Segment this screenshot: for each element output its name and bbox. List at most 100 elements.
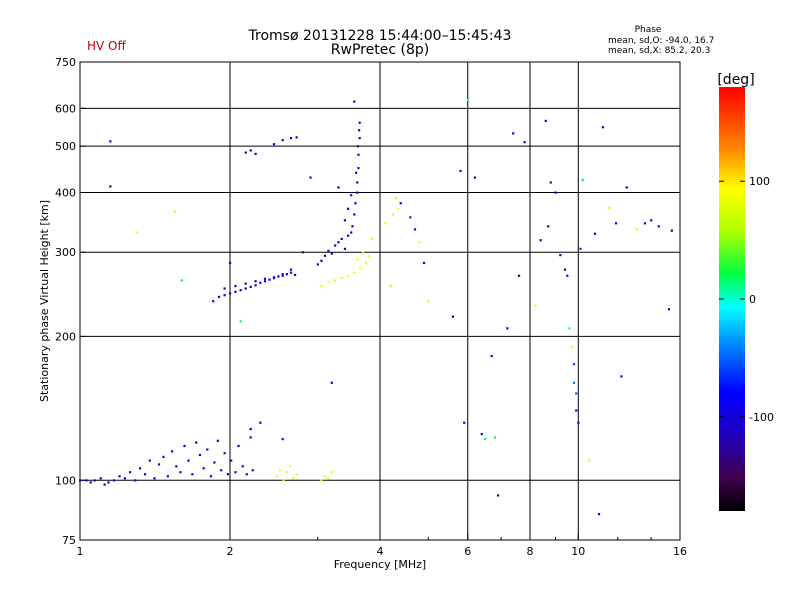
y-tick-label: 300 xyxy=(55,246,76,259)
data-point xyxy=(397,207,400,210)
data-point xyxy=(320,479,323,482)
data-point xyxy=(249,436,252,439)
data-point xyxy=(166,475,169,478)
data-point xyxy=(234,290,237,293)
data-point xyxy=(180,279,183,282)
data-point xyxy=(330,471,333,474)
data-point xyxy=(480,432,483,436)
data-point xyxy=(512,132,515,135)
data-point xyxy=(293,273,297,277)
data-point xyxy=(118,475,121,478)
data-point xyxy=(554,191,557,194)
data-point xyxy=(289,268,293,271)
data-point xyxy=(670,229,673,232)
data-point xyxy=(563,268,567,271)
grid-lines xyxy=(80,62,680,540)
colorbar-tick-label: 100 xyxy=(749,175,770,188)
data-point xyxy=(340,237,343,241)
data-point xyxy=(134,479,137,482)
data-point xyxy=(234,471,237,474)
data-point xyxy=(285,471,288,474)
data-point xyxy=(601,126,605,129)
data-point xyxy=(212,300,215,303)
data-point xyxy=(327,249,330,253)
data-point xyxy=(316,263,319,266)
data-point xyxy=(351,225,354,228)
data-point xyxy=(587,459,591,462)
data-point xyxy=(289,465,292,468)
data-point xyxy=(99,477,102,480)
data-point xyxy=(277,275,280,278)
y-tick-label: 400 xyxy=(55,186,76,199)
data-point xyxy=(357,167,360,170)
data-point xyxy=(356,258,359,261)
data-point xyxy=(157,463,161,466)
data-point xyxy=(175,465,178,468)
y-axis-ticks: 75 100 200 300 400 500 600 750 xyxy=(55,56,86,547)
data-point xyxy=(289,137,293,140)
data-point xyxy=(198,453,202,457)
data-point xyxy=(350,194,353,197)
data-point xyxy=(384,222,387,225)
data-point xyxy=(365,261,368,265)
data-point xyxy=(103,483,106,486)
data-point xyxy=(237,444,240,448)
data-point xyxy=(112,479,116,482)
data-point xyxy=(309,176,312,179)
data-point xyxy=(230,459,233,462)
data-point xyxy=(354,171,358,174)
colorbar-label: [deg] xyxy=(717,72,754,88)
data-point xyxy=(89,481,92,484)
data-point xyxy=(153,477,156,480)
data-point xyxy=(295,473,298,476)
data-point xyxy=(337,241,340,244)
data-point xyxy=(85,479,88,482)
data-point xyxy=(346,274,350,277)
data-point xyxy=(367,254,371,257)
chart-title-line2: RwPretec (8p) xyxy=(331,42,429,58)
data-point xyxy=(337,186,340,189)
data-point xyxy=(281,273,284,276)
data-point xyxy=(392,213,395,216)
x-tick-label: 8 xyxy=(527,545,534,558)
data-point xyxy=(473,176,477,179)
x-tick-label: 1 xyxy=(77,545,84,558)
data-point xyxy=(254,152,257,155)
stats-x-mode: mean, sd,X: 85.2, 20.3 xyxy=(608,46,710,56)
data-point xyxy=(620,375,623,378)
data-point xyxy=(346,207,350,210)
data-point xyxy=(559,254,562,257)
data-point xyxy=(346,234,350,237)
data-point xyxy=(607,206,610,209)
data-point xyxy=(239,320,242,323)
data-point xyxy=(301,251,305,254)
data-point xyxy=(239,289,242,292)
data-point xyxy=(229,261,232,265)
x-tick-label: 16 xyxy=(673,545,687,558)
data-point xyxy=(357,153,360,156)
data-point xyxy=(245,473,248,476)
colorbar-ticks: 100 0 -100 xyxy=(719,175,774,424)
y-tick-label: 600 xyxy=(55,102,76,115)
data-point xyxy=(577,421,580,424)
data-point xyxy=(575,409,578,412)
data-point xyxy=(334,244,337,247)
data-point xyxy=(254,284,257,287)
data-point xyxy=(399,202,402,205)
data-point xyxy=(223,294,226,297)
data-point xyxy=(506,327,509,330)
data-point xyxy=(272,143,276,146)
x-tick-label: 6 xyxy=(464,545,471,558)
data-point xyxy=(370,237,373,241)
data-point xyxy=(191,473,194,476)
data-point xyxy=(217,295,221,299)
data-point xyxy=(523,141,526,144)
data-point xyxy=(409,216,412,219)
data-point xyxy=(614,222,618,225)
data-point xyxy=(251,469,254,472)
data-point xyxy=(281,274,284,277)
data-point xyxy=(356,145,359,148)
data-point xyxy=(282,479,285,482)
data-point xyxy=(667,308,671,311)
data-point xyxy=(292,477,295,480)
